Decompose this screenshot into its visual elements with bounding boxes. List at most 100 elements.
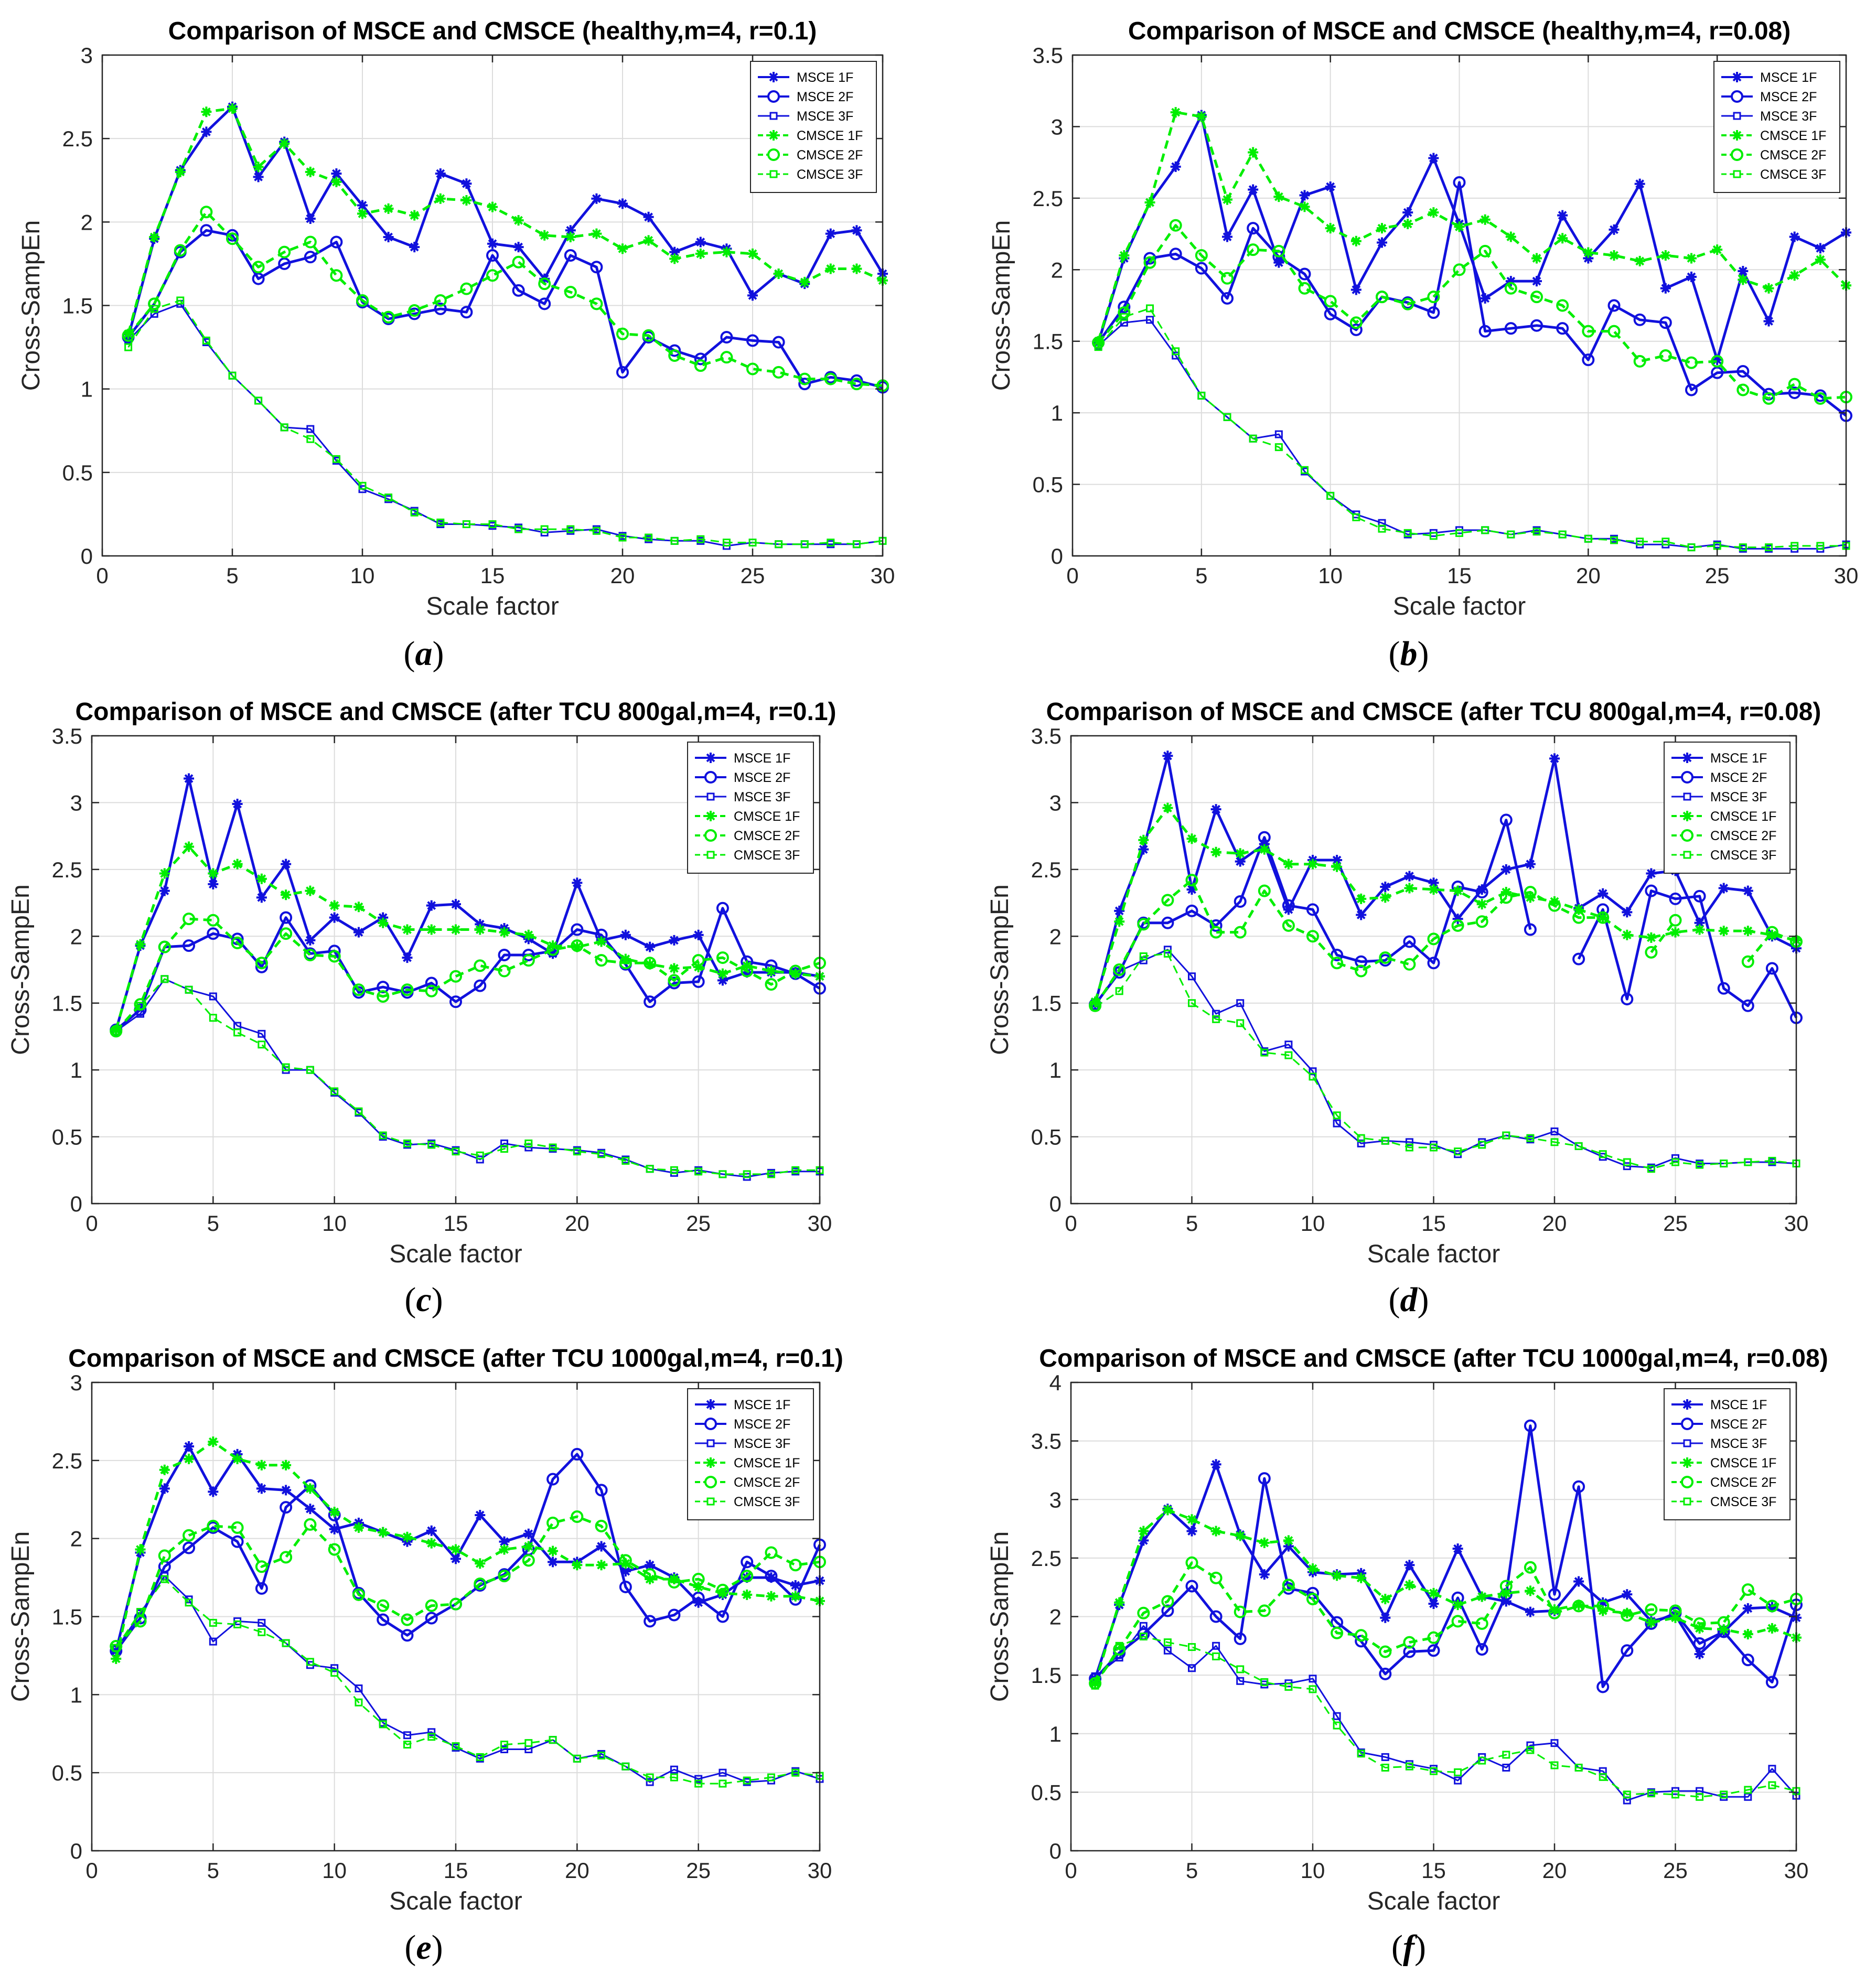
star-marker — [1549, 1604, 1560, 1615]
y-tick-label: 0 — [1049, 1192, 1062, 1216]
circle-marker — [1451, 1615, 1464, 1628]
star-marker — [1452, 1600, 1463, 1611]
x-tick-label: 20 — [1542, 1211, 1567, 1236]
square-marker — [540, 525, 549, 533]
circle-marker — [1331, 948, 1344, 961]
legend-label: CMSCE 2F — [797, 148, 863, 163]
circle-marker — [304, 235, 317, 249]
star-marker — [208, 1486, 219, 1497]
circle-marker — [564, 249, 577, 262]
star-marker — [1500, 864, 1511, 875]
circle-marker — [255, 1560, 268, 1573]
y-tick-label: 1.5 — [1031, 991, 1062, 1016]
circle-marker — [1475, 1617, 1488, 1630]
star-marker — [227, 103, 238, 114]
square-marker — [1768, 1765, 1776, 1773]
square-marker — [1260, 1048, 1269, 1057]
star-marker — [402, 1531, 413, 1542]
square-marker — [1405, 1762, 1413, 1771]
circle-marker — [434, 302, 447, 315]
series-cmsce-3f — [112, 975, 824, 1178]
square-marker — [722, 539, 731, 547]
circle-marker — [546, 1516, 560, 1529]
x-axis-label: Scale factor — [1367, 1887, 1500, 1915]
circle-marker — [304, 1518, 317, 1531]
circle-marker — [1258, 831, 1271, 844]
legend-item: CMSCE 1F — [1671, 809, 1776, 824]
circle-marker — [278, 245, 291, 259]
square-marker — [1550, 1739, 1559, 1747]
circle-marker — [460, 306, 473, 319]
star-marker — [1609, 224, 1620, 235]
star-marker — [742, 1589, 753, 1600]
star-marker — [620, 1566, 631, 1577]
circle-marker — [616, 366, 629, 379]
square-marker — [1163, 949, 1172, 958]
legend-label: MSCE 3F — [734, 1436, 790, 1451]
square-marker — [427, 1141, 436, 1149]
series-line — [115, 978, 820, 1178]
square-marker — [1532, 528, 1541, 536]
star-marker — [281, 1460, 292, 1471]
circle-marker — [280, 1551, 293, 1564]
star-marker — [1742, 885, 1753, 896]
x-tick-label: 30 — [871, 563, 895, 588]
square-marker — [1478, 1141, 1486, 1149]
square-marker — [1188, 999, 1196, 1007]
series-cmsce-2f — [1089, 1556, 1803, 1690]
square-marker — [150, 309, 158, 318]
y-tick-label: 1 — [1051, 401, 1063, 425]
square-marker — [524, 1139, 533, 1147]
star-marker — [705, 753, 716, 763]
square-marker — [1768, 1781, 1776, 1789]
circle-marker — [1681, 1476, 1693, 1488]
circle-marker — [377, 1599, 390, 1612]
star-marker — [825, 228, 836, 239]
panel-caption: (d) — [1389, 1281, 1429, 1319]
star-marker — [1273, 191, 1284, 202]
star-marker — [825, 263, 836, 274]
chart-panel-6: 0 5 10 15 20 25 30 0 0.5 1 1.5 2 2.5 3 3.5 4Comparison … — [986, 1345, 1828, 1915]
legend-label: MSCE 2F — [1760, 90, 1817, 104]
square-marker — [1301, 466, 1309, 474]
circle-marker — [1556, 322, 1569, 335]
y-tick-label: 3 — [70, 1370, 82, 1395]
circle-marker — [798, 372, 811, 385]
circle-marker — [1161, 894, 1174, 907]
legend-label: MSCE 1F — [1710, 751, 1767, 766]
star-marker — [1235, 1530, 1246, 1541]
star-marker — [1622, 929, 1633, 940]
square-marker — [258, 1029, 266, 1038]
y-axis-label: Cross-SampEn — [986, 1531, 1014, 1702]
y-tick-label: 2 — [1049, 924, 1062, 949]
star-marker — [378, 917, 389, 928]
star-marker — [693, 961, 704, 972]
star-marker — [1196, 111, 1207, 122]
square-marker — [791, 1166, 800, 1174]
circle-marker — [1765, 1676, 1778, 1689]
circle-marker — [1113, 963, 1126, 976]
y-tick-label: 0 — [70, 1839, 82, 1863]
star-marker — [1763, 316, 1774, 327]
y-tick-label: 3 — [1051, 114, 1063, 139]
star-marker — [548, 1546, 559, 1557]
circle-marker — [1427, 932, 1440, 946]
star-marker — [1682, 753, 1692, 763]
square-marker — [1526, 1746, 1535, 1754]
square-marker — [1623, 1158, 1631, 1166]
circle-marker — [401, 1629, 414, 1642]
star-marker — [1500, 1596, 1511, 1607]
square-marker — [514, 525, 523, 533]
legend-item: MSCE 2F — [695, 770, 790, 785]
circle-marker — [1169, 248, 1182, 261]
square-marker — [379, 1131, 387, 1140]
circle-marker — [1681, 829, 1693, 842]
series-cmsce-2f — [1089, 874, 1803, 1012]
star-marker — [1670, 1612, 1681, 1623]
circle-marker — [1475, 886, 1488, 899]
circle-marker — [1195, 249, 1208, 262]
star-marker — [1766, 1623, 1777, 1634]
circle-marker — [1504, 282, 1517, 295]
